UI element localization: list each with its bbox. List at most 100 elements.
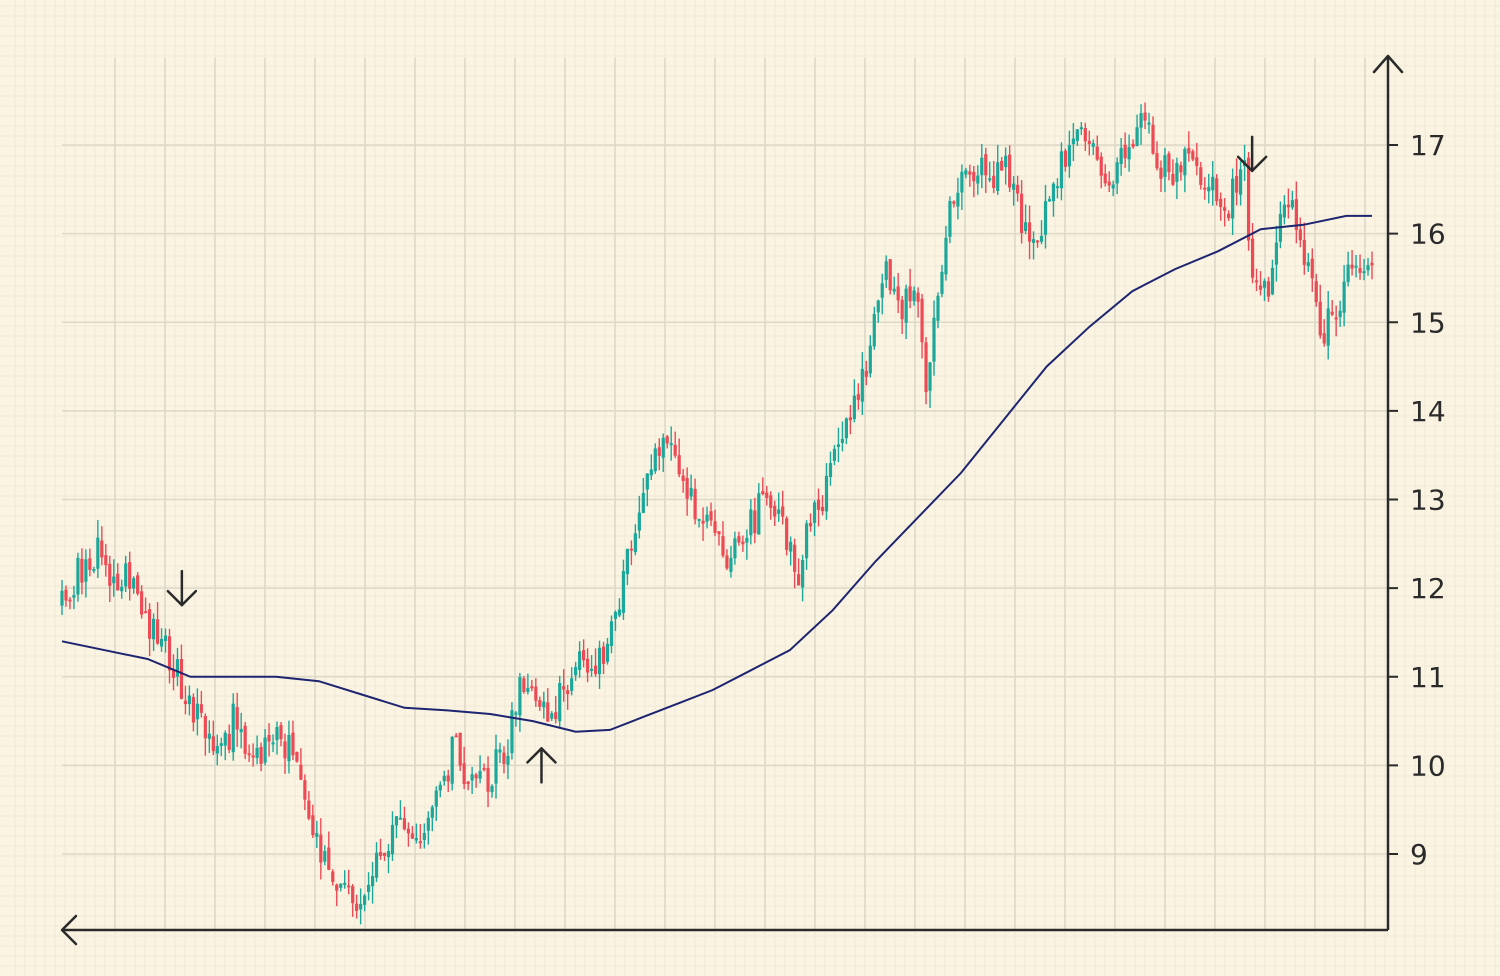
candle-body (382, 852, 387, 856)
candle-body (956, 192, 960, 207)
candle-body (144, 611, 148, 614)
candle-body (613, 611, 618, 619)
candle-body (378, 852, 383, 856)
candle-body (884, 261, 888, 280)
candle-body (343, 882, 347, 885)
candle-body (689, 487, 693, 497)
candle-body (960, 171, 964, 193)
candle-body (1139, 113, 1143, 128)
candle-body (820, 506, 825, 512)
candle-body (944, 237, 948, 275)
candle-body (1366, 265, 1370, 271)
candle-body (1155, 153, 1159, 169)
candle-body (159, 638, 164, 647)
x-axis-arrow-icon (60, 914, 78, 946)
candle-body (319, 834, 323, 863)
candle-body (1370, 262, 1374, 266)
candle-body (132, 578, 136, 589)
candle-body (366, 884, 371, 892)
candle-body (1087, 140, 1091, 144)
candle-body (1159, 167, 1163, 179)
candle-body (351, 886, 355, 904)
candle-body (60, 590, 64, 606)
candle-body (589, 668, 594, 671)
candle-body (478, 770, 482, 779)
candle-body (458, 732, 462, 766)
candle-body (486, 767, 490, 792)
candle-body (904, 288, 908, 323)
candle-body (255, 747, 259, 758)
candle-body (247, 753, 251, 756)
y-tick-label: 17 (1410, 129, 1446, 162)
candle-body (808, 522, 813, 527)
candle-body (777, 509, 781, 514)
candle-body (1175, 163, 1179, 182)
signal-arrows (166, 135, 1268, 784)
candle-body (1103, 173, 1107, 184)
candle-body (920, 298, 924, 343)
candle-body (299, 764, 303, 780)
candle-body (757, 493, 761, 535)
candle-body (1143, 112, 1147, 121)
candle-body (450, 736, 454, 784)
candle-body (1115, 162, 1119, 184)
candle-body (179, 658, 184, 699)
candle-body (574, 666, 578, 676)
candle-body (470, 774, 474, 781)
candle-body (693, 488, 697, 520)
axes (60, 54, 1404, 946)
candle-body (167, 636, 172, 671)
candle-body (737, 536, 741, 543)
candle-body (673, 444, 677, 456)
candle-body (1012, 183, 1016, 190)
candle-body (1171, 173, 1175, 185)
candle-body (434, 790, 438, 807)
candle-body (840, 438, 845, 443)
candle-body (1163, 155, 1167, 177)
candle-body (183, 700, 188, 705)
candle-body (1262, 280, 1267, 288)
candle-body (972, 171, 976, 182)
candle-body (1023, 222, 1028, 232)
candle-body (219, 743, 223, 746)
candle-body (1071, 138, 1075, 145)
candle-body (239, 728, 243, 733)
candle-body (514, 712, 518, 715)
candle-body (1362, 271, 1366, 274)
candle-body (868, 345, 872, 374)
down-arrow-head-icon (166, 589, 198, 607)
candle-body (665, 436, 669, 444)
candle-body (852, 395, 856, 420)
candle-body (498, 749, 502, 753)
candle-body (1282, 204, 1287, 218)
y-tick-label: 11 (1410, 661, 1446, 694)
candle-body (1179, 165, 1183, 173)
candle-body (1330, 311, 1334, 315)
candle-body (1322, 333, 1326, 344)
candle-body (136, 575, 140, 594)
candle-body (195, 703, 199, 720)
candle-body (928, 362, 932, 391)
candle-body (725, 555, 729, 569)
candle-body (410, 833, 414, 839)
candle-body (1254, 280, 1259, 283)
candle-body (1211, 176, 1215, 191)
candle-body (1274, 242, 1279, 265)
candle-body (649, 469, 653, 476)
candle-body (116, 573, 120, 591)
candle-body (1215, 178, 1219, 202)
candle-body (1334, 317, 1338, 320)
candle-body (251, 755, 255, 758)
candle-body (1063, 150, 1068, 167)
candle-body (235, 707, 239, 730)
candle-body (968, 171, 972, 175)
candle-body (446, 775, 450, 782)
candle-body (1358, 268, 1362, 273)
candle-body (271, 742, 275, 745)
candle-body (597, 647, 602, 675)
y-tick-label: 9 (1410, 838, 1428, 871)
candle-body (211, 736, 215, 752)
candle-body (128, 562, 132, 589)
candle-body (745, 537, 749, 543)
candle-body (526, 687, 530, 692)
